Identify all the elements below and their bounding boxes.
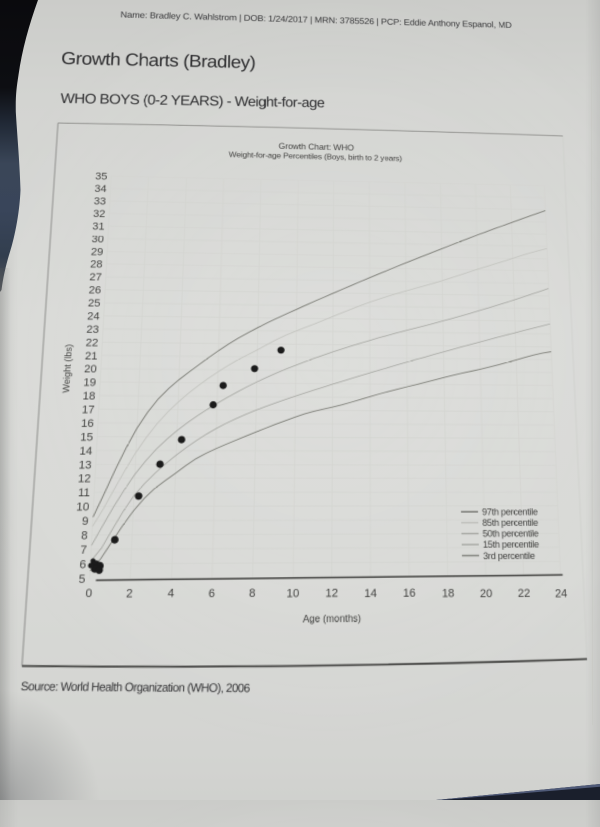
svg-text:6: 6: [79, 559, 87, 572]
svg-text:Weight (lbs): Weight (lbs): [60, 344, 74, 393]
svg-text:18: 18: [442, 588, 455, 601]
svg-text:8: 8: [81, 530, 89, 543]
svg-text:15: 15: [80, 432, 94, 444]
svg-text:18: 18: [82, 391, 96, 403]
svg-text:14: 14: [364, 587, 377, 600]
svg-text:2: 2: [126, 587, 134, 600]
svg-text:11: 11: [78, 487, 91, 500]
svg-text:35: 35: [95, 172, 108, 183]
svg-text:28: 28: [90, 259, 103, 271]
svg-text:19: 19: [83, 377, 97, 389]
svg-text:27: 27: [89, 272, 102, 284]
svg-text:16: 16: [403, 588, 416, 601]
svg-text:7: 7: [80, 544, 88, 557]
svg-text:34: 34: [94, 184, 107, 195]
svg-text:85th percentile: 85th percentile: [482, 517, 539, 528]
svg-text:22: 22: [518, 588, 531, 601]
svg-text:24: 24: [87, 311, 101, 323]
svg-text:17: 17: [82, 404, 96, 416]
svg-text:10: 10: [76, 501, 90, 514]
svg-text:10: 10: [286, 587, 299, 600]
svg-text:12: 12: [78, 473, 92, 486]
svg-text:22: 22: [85, 337, 99, 349]
svg-text:33: 33: [94, 196, 107, 207]
svg-text:0: 0: [85, 587, 93, 600]
svg-text:97th percentile: 97th percentile: [482, 506, 539, 517]
svg-text:13: 13: [78, 459, 92, 472]
svg-text:12: 12: [325, 588, 338, 601]
svg-text:50th percentile: 50th percentile: [482, 528, 539, 540]
svg-text:Growth Chart: WHO: Growth Chart: WHO: [279, 141, 355, 153]
svg-text:32: 32: [93, 209, 106, 220]
svg-text:16: 16: [81, 418, 95, 430]
svg-text:20: 20: [480, 588, 493, 601]
svg-text:5: 5: [78, 573, 86, 586]
svg-text:25: 25: [88, 298, 101, 310]
svg-text:8: 8: [249, 587, 256, 600]
svg-text:3rd percentile: 3rd percentile: [483, 550, 536, 562]
svg-text:Age (months): Age (months): [303, 612, 361, 624]
svg-text:21: 21: [85, 351, 99, 363]
svg-text:24: 24: [555, 588, 568, 601]
svg-text:29: 29: [91, 247, 104, 259]
svg-text:23: 23: [86, 324, 100, 336]
svg-text:26: 26: [88, 285, 101, 297]
svg-text:4: 4: [167, 588, 174, 601]
svg-text:Weight-for-age Percentiles (Bo: Weight-for-age Percentiles (Boys, birth …: [229, 150, 403, 163]
svg-text:20: 20: [84, 364, 98, 376]
svg-text:9: 9: [82, 516, 90, 529]
svg-text:15th percentile: 15th percentile: [483, 539, 540, 551]
svg-text:30: 30: [91, 234, 104, 246]
svg-text:14: 14: [79, 445, 93, 457]
svg-text:31: 31: [92, 221, 105, 233]
svg-text:6: 6: [208, 588, 215, 601]
